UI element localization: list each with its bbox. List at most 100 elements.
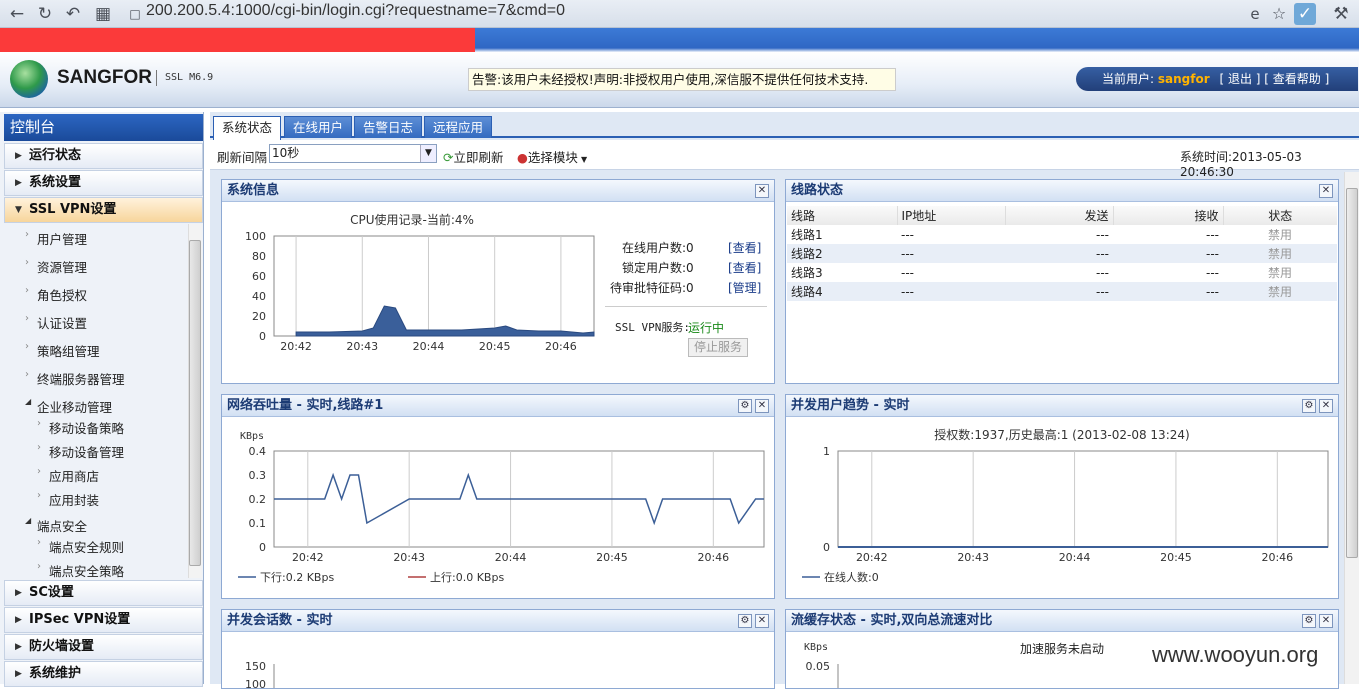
table-row: 线路3 --- --- --- 禁用 — [787, 263, 1337, 282]
settings-icon[interactable]: ⚙ — [738, 614, 752, 628]
chevron-right-icon: › — [37, 442, 41, 453]
close-icon[interactable]: ✕ — [755, 184, 769, 198]
cell-status: 禁用 — [1267, 228, 1292, 242]
sidebar-item-app-wrap[interactable]: › 应用封装 — [37, 490, 99, 509]
panel-throughput: 网络吞吐量 - 实时,线路#1 ⚙ ✕ 20:42 20:43 20:44 20:45… — [221, 394, 775, 599]
tab-online-users[interactable]: 在线用户 — [284, 116, 353, 138]
ie-icon[interactable]: e — [1250, 5, 1260, 23]
tab-system-status[interactable]: 系统状态 — [213, 116, 282, 140]
cell-received: --- — [1206, 246, 1219, 261]
cell-status: 禁用 — [1267, 266, 1292, 280]
sidebar-section-ipsec[interactable]: ▶ IPSec VPN设置 — [4, 607, 203, 633]
sidebar-item-auth-settings[interactable]: › 认证设置 — [25, 313, 87, 332]
ssl-service-label: SSL VPN服务: — [615, 321, 690, 334]
tab-remote-apps[interactable]: 远程应用 — [424, 116, 493, 138]
close-icon[interactable]: ✕ — [1319, 399, 1333, 413]
col-header-status: 状态 — [1268, 209, 1293, 223]
cell-sent: --- — [1096, 227, 1109, 242]
sidebar-item-policy-groups[interactable]: › 策略组管理 — [25, 341, 100, 360]
section-label: SSL VPN设置 — [29, 202, 117, 217]
undo-icon[interactable]: ↶ — [65, 4, 81, 24]
select-module-button[interactable]: ●选择模块 ▼ — [517, 147, 587, 166]
settings-icon[interactable]: ⚙ — [1302, 399, 1316, 413]
close-icon[interactable]: ✕ — [755, 399, 769, 413]
sidebar-section-ssl-vpn[interactable]: ▼ SSL VPN设置 — [4, 197, 203, 223]
brand-divider — [156, 70, 157, 86]
sidebar-scroll-thumb[interactable] — [189, 240, 201, 566]
sangfor-logo-icon — [10, 60, 48, 98]
reload-icon[interactable]: ↻ — [37, 4, 53, 24]
wrench-icon[interactable]: ⚒ — [1333, 4, 1349, 24]
view-locked-users-link[interactable]: [查看] — [728, 261, 762, 275]
item-label: 终端服务器管理 — [37, 372, 125, 387]
sidebar-section-maintenance[interactable]: ▶ 系统维护 — [4, 661, 203, 687]
refresh-now-button[interactable]: ⟳立即刷新 — [443, 147, 504, 166]
module-icon: ● — [517, 150, 528, 165]
section-label: 系统维护 — [29, 666, 82, 681]
help-link[interactable]: [ 查看帮助 ] — [1264, 72, 1330, 86]
sidebar-group-endpoint[interactable]: ◢ 端点安全 — [25, 516, 87, 535]
y-tick-label: 0.05 — [806, 660, 831, 673]
panel-title: 线路状态 — [786, 180, 1338, 202]
view-online-users-link[interactable]: [查看] — [728, 241, 762, 255]
close-icon[interactable]: ✕ — [1319, 184, 1333, 198]
cell-sent: --- — [1096, 246, 1109, 261]
sidebar-section-sc[interactable]: ▶ SC设置 — [4, 580, 203, 606]
chevron-down-icon: ▼ — [15, 205, 22, 215]
sidebar-item-roles[interactable]: › 角色授权 — [25, 285, 87, 304]
back-icon[interactable]: ← — [9, 4, 25, 24]
star-icon[interactable]: ☆ — [1271, 4, 1287, 23]
url-bar[interactable]: 200.200.5.4:1000/cgi-bin/login.cgi?reque… — [146, 2, 565, 19]
x-tick-label: 20:45 — [1160, 551, 1192, 564]
sidebar-item-mobile-policy[interactable]: › 移动设备策略 — [37, 418, 124, 437]
close-icon[interactable]: ✕ — [755, 614, 769, 628]
stop-service-button[interactable]: 停止服务 — [688, 338, 748, 357]
chevron-right-icon: › — [37, 418, 41, 429]
sidebar-section-firewall[interactable]: ▶ 防火墙设置 — [4, 634, 203, 660]
y-tick-label: 0.1 — [249, 517, 267, 530]
y-tick-label: 0 — [259, 541, 266, 554]
chevron-right-icon: › — [25, 313, 29, 324]
online-users-count: 在线用户数:0 — [622, 241, 694, 255]
sidebar-item-resources[interactable]: › 资源管理 — [25, 257, 87, 276]
sidebar-item-user-management[interactable]: › 用户管理 — [25, 229, 87, 248]
sidebar-item-terminal-servers[interactable]: › 终端服务器管理 — [25, 369, 125, 388]
extension-icon[interactable]: ✓ — [1294, 3, 1316, 25]
sessions-chart: 150 100 — [245, 660, 275, 688]
sidebar-item-endpoint-policy[interactable]: › 端点安全策略 — [37, 561, 124, 580]
sidebar-section-system-settings[interactable]: ▶ 系统设置 — [4, 170, 203, 196]
chevron-right-icon: › — [25, 341, 29, 352]
user-box: 当前用户: sangfor [ 退出 ] [ 查看帮助 ] — [1076, 67, 1358, 91]
section-label: 防火墙设置 — [29, 639, 95, 654]
settings-icon[interactable]: ⚙ — [738, 399, 752, 413]
y-tick-label: 0.4 — [249, 445, 267, 458]
grid-icon[interactable]: ▦ — [94, 4, 112, 24]
refresh-interval-select[interactable]: 10秒 ▼ — [269, 144, 437, 163]
cache-note: 加速服务未启动 — [1020, 642, 1105, 656]
page-scroll-thumb[interactable] — [1346, 188, 1358, 558]
x-tick-label: 20:44 — [413, 340, 445, 353]
cell-received: --- — [1206, 284, 1219, 299]
sidebar-section-runtime[interactable]: ▶ 运行状态 — [4, 143, 203, 169]
sidebar-item-app-store[interactable]: › 应用商店 — [37, 466, 100, 485]
chevron-right-icon: › — [25, 229, 29, 240]
sidebar-item-endpoint-rules[interactable]: › 端点安全规则 — [37, 537, 124, 556]
panel-system-info: 系统信息 ✕ 20:42 20:43 20:44 20:45 20:46 0 20 40 60 8… — [221, 179, 775, 384]
y-tick-label: 100 — [245, 678, 266, 688]
y-tick-label: 1 — [823, 445, 830, 458]
sidebar-item-mobile-devices[interactable]: › 移动设备管理 — [37, 442, 125, 461]
item-label: 移动设备管理 — [49, 445, 125, 460]
logout-link[interactable]: [ 退出 ] — [1219, 72, 1261, 86]
tab-alert-log[interactable]: 告警日志 — [354, 116, 423, 138]
settings-icon[interactable]: ⚙ — [1302, 614, 1316, 628]
series-down-line — [274, 472, 764, 526]
browser-toolbar: ← ↻ ↶ ▦ □ 200.200.5.4:1000/cgi-bin/login… — [0, 0, 1359, 28]
manage-approvals-link[interactable]: [管理] — [728, 281, 762, 295]
sidebar-group-mobile[interactable]: ◢ 企业移动管理 — [25, 397, 112, 416]
close-icon[interactable]: ✕ — [1319, 614, 1333, 628]
x-tick-label: 20:42 — [856, 551, 888, 564]
x-tick-label: 20:46 — [697, 551, 729, 564]
chevron-right-icon: › — [25, 369, 29, 380]
y-axis-label: KBps — [804, 642, 828, 653]
item-label: 应用商店 — [49, 469, 100, 484]
